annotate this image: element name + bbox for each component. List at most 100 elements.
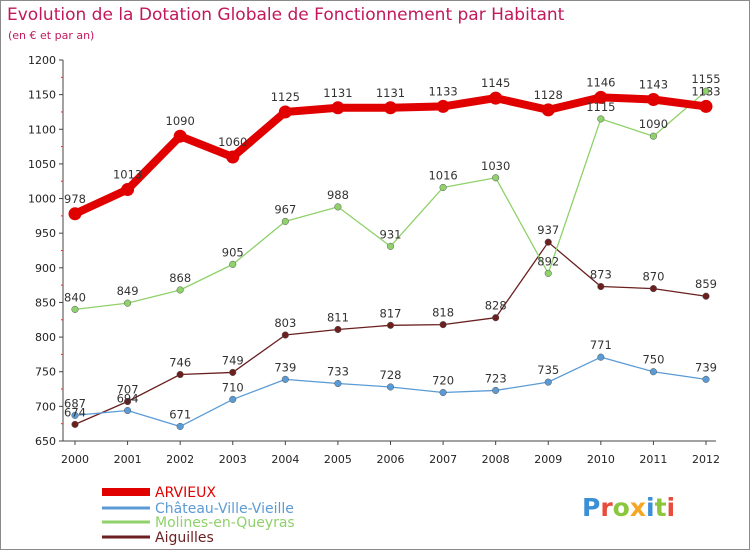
data-label: 811 [327,310,349,324]
series-point-0 [541,103,555,117]
data-label: 988 [327,188,349,202]
series-point-0 [436,99,450,113]
data-label: 828 [485,299,507,313]
series-point-2 [544,269,552,277]
data-label: 937 [537,223,559,237]
y-tick-label: 900 [35,262,56,275]
legend-label-1: Château-Ville-Vieille [155,501,294,517]
data-label: 931 [380,227,402,241]
x-tick-label: 2007 [429,453,457,466]
data-label: 818 [432,306,454,320]
data-label: 967 [274,202,296,216]
series-point-0 [594,90,608,104]
series-point-3 [702,292,710,300]
series-point-0 [226,150,240,164]
data-label: 873 [590,268,612,282]
y-tick-label: 1050 [28,158,56,171]
data-label: 739 [274,360,296,374]
series-point-1 [439,388,447,397]
series-point-3 [334,325,342,334]
data-label: 870 [642,270,664,284]
series-point-0 [173,129,187,143]
y-tick-label: 800 [35,331,56,344]
data-label: 771 [590,338,612,352]
series-point-2 [124,299,132,307]
series-point-0 [699,99,713,113]
data-label: 1060 [218,135,247,149]
series-point-1 [71,411,79,419]
data-label: 1133 [428,84,457,98]
series-point-2 [281,217,289,225]
series-point-0 [489,91,503,105]
chart-subtitle: (en € et par an) [8,29,94,42]
series-point-1 [229,395,237,403]
y-tick-label: 1200 [28,54,56,67]
data-label: 710 [222,380,244,394]
series-point-3 [492,314,500,322]
series-point-1 [492,386,500,394]
x-tick-label: 2003 [219,453,247,466]
series-point-1 [597,353,605,361]
data-label: 728 [380,368,402,382]
series-point-1 [334,379,342,388]
series-point-1 [176,422,184,431]
x-tick-label: 2000 [61,453,89,466]
data-label: 1131 [376,86,405,100]
series-point-1 [702,375,710,383]
series-point-3 [176,370,184,379]
series-point-2 [386,242,395,250]
data-labels: 674 707 746 749 803 811 817 818 828 937 873 870 859 6… [64,72,721,421]
data-label: 849 [117,284,139,298]
legend-label-0: ARVIEUX [155,485,216,501]
series-point-3 [439,321,447,329]
x-tick-label: 2004 [271,453,299,466]
data-label: 1145 [481,76,510,90]
series-point-1 [124,406,132,415]
series-point-3 [229,368,237,376]
data-label: 1146 [586,75,615,89]
data-label: 978 [64,192,86,206]
y-tick-label: 650 [35,435,56,448]
series-point-1 [281,375,289,383]
x-tick-label: 2009 [534,453,562,466]
data-label: 746 [169,355,191,369]
data-label: 1030 [481,159,510,173]
series-point-2 [229,260,237,268]
series-point-0 [278,105,292,119]
data-label: 749 [222,353,244,367]
series-point-2 [702,87,710,95]
data-label: 803 [274,316,296,330]
data-label: 868 [169,271,191,285]
chart-title: Evolution de la Dotation Globale de Fonc… [7,5,565,25]
data-label: 723 [485,371,507,385]
data-label: 1131 [323,86,352,100]
data-label: 733 [327,365,349,379]
x-tick-label: 2002 [166,453,194,466]
series-point-3 [124,397,132,406]
proxiti-logo: Proxiti [582,493,675,522]
data-label: 1125 [271,90,300,104]
y-tick-label: 750 [35,366,56,379]
x-tick-label: 2010 [587,453,615,466]
data-label: 840 [64,290,86,304]
series-layer [68,87,713,431]
data-label: 1133 [691,84,720,98]
data-label: 674 [64,405,86,419]
series-point-3 [649,285,657,293]
series-point-0 [384,101,397,115]
y-tick-label: 950 [35,227,56,240]
data-label: 671 [169,407,191,421]
series-point-2 [492,174,500,182]
data-label: 905 [222,245,244,259]
legend: ARVIEUXChâteau-Ville-VieilleMolines-en-Q… [102,485,295,546]
x-tick-label: 2001 [114,453,142,466]
data-label: 817 [380,306,402,320]
legend-label-3: Aiguilles [155,530,214,546]
data-label: 687 [64,396,86,410]
data-label: 720 [432,374,454,388]
y-tick-label: 1150 [28,89,56,102]
x-tick-label: 2011 [639,453,667,466]
series-point-1 [544,378,552,386]
axes: 650 700 750 800 850 900 950 1000 1050 1100 1150 120… [28,54,720,466]
y-tick-label: 1100 [28,123,56,136]
